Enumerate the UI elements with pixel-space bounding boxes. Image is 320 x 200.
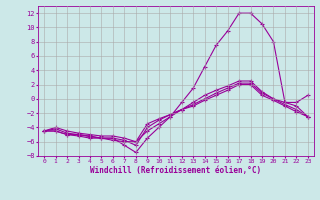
X-axis label: Windchill (Refroidissement éolien,°C): Windchill (Refroidissement éolien,°C): [91, 166, 261, 175]
